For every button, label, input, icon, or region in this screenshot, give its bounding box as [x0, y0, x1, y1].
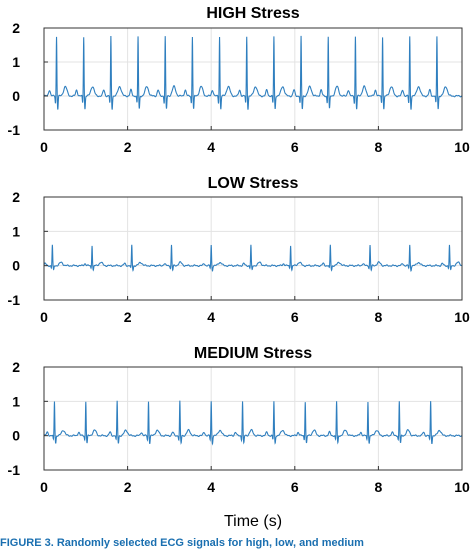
- x-tick-label: 0: [40, 139, 48, 155]
- x-tick-label: 0: [40, 309, 48, 325]
- x-tick-label: 2: [124, 479, 132, 495]
- chart-panel-2: 0 2 4 6 8 10 -1 0 1 2 MEDIUM Stress: [8, 345, 470, 495]
- x-tick-label: 2: [124, 139, 132, 155]
- y-tick-label: 2: [12, 189, 20, 205]
- x-axis-label: Time (s): [224, 513, 282, 530]
- chart-title: HIGH Stress: [206, 5, 299, 22]
- x-tick-label: 8: [375, 479, 383, 495]
- x-tick-label: 6: [291, 479, 299, 495]
- x-tick-label: 2: [124, 309, 132, 325]
- y-tick-label: -1: [8, 292, 21, 308]
- x-tick-label: 8: [375, 139, 383, 155]
- x-tick-label: 10: [454, 309, 470, 325]
- y-tick-label: 1: [12, 54, 20, 70]
- x-tick-label: 10: [454, 479, 470, 495]
- y-tick-label: 0: [12, 428, 20, 444]
- x-tick-label: 10: [454, 139, 470, 155]
- plot-area: [44, 367, 462, 470]
- x-tick-label: 4: [207, 139, 215, 155]
- chart-panel-1: 0 2 4 6 8 10 -1 0 1 2 LOW Stress: [8, 175, 470, 325]
- chart-title: LOW Stress: [208, 175, 299, 192]
- y-tick-label: 2: [12, 20, 20, 36]
- x-tick-label: 4: [207, 479, 215, 495]
- x-tick-label: 0: [40, 479, 48, 495]
- x-tick-label: 4: [207, 309, 215, 325]
- y-tick-label: -1: [8, 462, 21, 478]
- figure-caption: FIGURE 3. Randomly selected ECG signals …: [0, 537, 364, 549]
- x-tick-label: 6: [291, 139, 299, 155]
- plot-area: [44, 28, 462, 130]
- y-tick-label: 1: [12, 223, 20, 239]
- axes-frame: [43, 196, 463, 301]
- y-tick-label: 0: [12, 88, 20, 104]
- y-tick-label: 0: [12, 258, 20, 274]
- series-line: [43, 400, 463, 446]
- series-line: [43, 244, 463, 272]
- axes-frame: [43, 27, 463, 131]
- y-tick-label: 1: [12, 393, 20, 409]
- chart-panel-0: 0 2 4 6 8 10 -1 0 1 2 HIGH Stress: [8, 5, 470, 155]
- chart-title: MEDIUM Stress: [194, 345, 312, 362]
- axes-frame: [43, 366, 463, 471]
- x-tick-label: 6: [291, 309, 299, 325]
- y-tick-label: 2: [12, 359, 20, 375]
- x-tick-label: 8: [375, 309, 383, 325]
- series-line: [43, 35, 463, 110]
- y-tick-label: -1: [8, 122, 21, 138]
- plot-area: [44, 197, 462, 300]
